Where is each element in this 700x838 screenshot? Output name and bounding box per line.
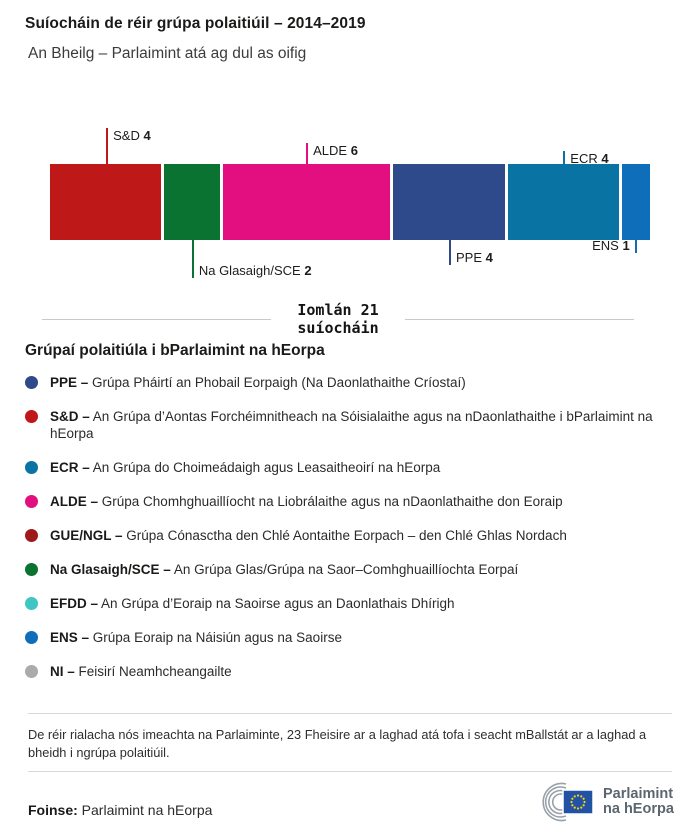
legend-desc: An Grúpa Glas/Grúpa na Saor–Comhghuaillí…	[173, 562, 519, 577]
bar-segment-ppe	[393, 164, 505, 240]
eu-flag-stars	[570, 794, 586, 810]
legend-color-dot	[25, 529, 38, 542]
page-title: Suíocháin de réir grúpa polaitiúil – 201…	[25, 15, 366, 32]
ep-logo-text-line1: Parlaimint	[603, 785, 674, 802]
total-label-line1: Iomlán 21	[297, 301, 379, 319]
footer-divider-top	[28, 713, 672, 714]
ep-logo-text: Parlaimint na hEorpa	[603, 785, 674, 818]
legend-label: GUE/NGL – Grúpa Cónasctha den Chlé Aonta…	[50, 527, 662, 544]
legend-color-dot	[25, 461, 38, 474]
bar-segment-ens	[622, 164, 650, 240]
bar-segment-na-glasaigh-sce	[164, 164, 221, 240]
callout-layer: S&D 4 Na Glasaigh/SCE 2 ALDE 6 PPE 4 ECR 4 EN…	[50, 125, 650, 285]
total-row: Iomlán 21 suíocháin	[42, 301, 634, 337]
seat-chart: S&D 4 Na Glasaigh/SCE 2 ALDE 6 PPE 4 ECR 4 EN…	[50, 125, 650, 285]
legend-item: S&D – An Grúpa d’Aontas Forchéimnitheach…	[25, 408, 673, 442]
legend-label: NI – Feisirí Neamhcheangailte	[50, 663, 662, 680]
bar-segment-ecr	[507, 164, 620, 240]
callout-label: ALDE 6	[313, 143, 358, 158]
legend-desc: An Grúpa d’Eoraip na Saoirse agus an Dao…	[101, 596, 455, 611]
legend-label: ENS – Grúpa Eoraip na Náisiún agus na Sa…	[50, 629, 662, 646]
footer-divider-bottom	[28, 771, 672, 772]
legend-color-dot	[25, 495, 38, 508]
bar-segment-alde	[223, 164, 391, 240]
legend-abbr: EFDD –	[50, 596, 99, 611]
legend-abbr: S&D –	[50, 409, 90, 424]
seat-bar	[50, 164, 650, 240]
legend-abbr: NI –	[50, 664, 75, 679]
callout-tick	[306, 143, 309, 164]
eu-flag-icon	[562, 789, 594, 815]
legend-label: ALDE – Grúpa Chomhghuaillíocht na Liobrá…	[50, 493, 662, 510]
legend-color-dot	[25, 563, 38, 576]
bar-segment-s-d	[50, 164, 162, 240]
legend-color-dot	[25, 665, 38, 678]
callout-label: PPE 4	[455, 250, 493, 265]
footnote-text: De réir rialacha nós imeachta na Parlaim…	[28, 727, 647, 760]
legend-label: ECR – An Grúpa do Choimeádaigh agus Leas…	[50, 459, 662, 476]
source-value: Parlaimint na hEorpa	[77, 802, 213, 818]
legend-label: S&D – An Grúpa d’Aontas Forchéimnitheach…	[50, 408, 662, 442]
legend-desc: Grúpa Eoraip na Náisiún agus na Saoirse	[92, 630, 342, 645]
divider-line-left	[42, 318, 272, 320]
legend-item: ENS – Grúpa Eoraip na Náisiún agus na Sa…	[25, 629, 673, 646]
legend-desc: Grúpa Cónasctha den Chlé Aontaithe Eorpa…	[126, 528, 567, 543]
legend-color-dot	[25, 597, 38, 610]
legend-label: PPE – Grúpa Pháirtí an Phobail Eorpaigh …	[50, 374, 662, 391]
legend-label: EFDD – An Grúpa d’Eoraip na Saoirse agus…	[50, 595, 662, 612]
legend-abbr: ALDE –	[50, 494, 99, 509]
legend-item: ALDE – Grúpa Chomhghuaillíocht na Liobrá…	[25, 493, 673, 510]
legend-abbr: PPE –	[50, 375, 89, 390]
legend-color-dot	[25, 631, 38, 644]
ep-logo-text-line2: na hEorpa	[603, 801, 674, 817]
divider-line-right	[404, 318, 634, 320]
legend-abbr: GUE/NGL –	[50, 528, 123, 543]
total-label-line2: suíocháin	[297, 319, 379, 337]
hemicycle-eu-flag-icon	[542, 782, 594, 822]
callout-tick	[634, 240, 637, 253]
page-subtitle: An Bheilg – Parlaimint atá ag dul as oif…	[28, 45, 307, 62]
legend-item: Na Glasaigh/SCE – An Grúpa Glas/Grúpa na…	[25, 561, 673, 578]
legend-list: PPE – Grúpa Pháirtí an Phobail Eorpaigh …	[25, 374, 673, 697]
legend-desc: Grúpa Chomhghuaillíocht na Liobrálaithe …	[101, 494, 563, 509]
legend-desc: Feisirí Neamhcheangailte	[78, 664, 232, 679]
legend-abbr: ENS –	[50, 630, 90, 645]
legend-color-dot	[25, 376, 38, 389]
callout-label: ECR 4	[570, 151, 609, 166]
legend-item: NI – Feisirí Neamhcheangailte	[25, 663, 673, 680]
callout-label: Na Glasaigh/SCE 2	[198, 263, 312, 278]
legend-desc: An Grúpa do Choimeádaigh agus Leasaitheo…	[92, 460, 441, 475]
callout-tick	[106, 128, 109, 164]
callout-tick	[448, 240, 451, 265]
legend-item: GUE/NGL – Grúpa Cónasctha den Chlé Aonta…	[25, 527, 673, 544]
legend-abbr: Na Glasaigh/SCE –	[50, 562, 171, 577]
legend-color-dot	[25, 410, 38, 423]
callout-label: ENS 1	[592, 238, 630, 253]
callout-tick	[563, 151, 566, 164]
total-label: Iomlán 21 suíocháin	[271, 301, 404, 337]
legend-heading: Grúpaí polaitiúla i bParlaimint na hEorp…	[25, 342, 325, 359]
legend-desc: Grúpa Pháirtí an Phobail Eorpaigh (Na Da…	[92, 375, 466, 390]
callout-label: S&D 4	[113, 128, 151, 143]
legend-item: PPE – Grúpa Pháirtí an Phobail Eorpaigh …	[25, 374, 673, 391]
legend-label: Na Glasaigh/SCE – An Grúpa Glas/Grúpa na…	[50, 561, 662, 578]
source-line: Foinse: Parlaimint na hEorpa	[28, 802, 212, 818]
legend-item: ECR – An Grúpa do Choimeádaigh agus Leas…	[25, 459, 673, 476]
legend-abbr: ECR –	[50, 460, 90, 475]
legend-item: EFDD – An Grúpa d’Eoraip na Saoirse agus…	[25, 595, 673, 612]
source-label: Foinse:	[28, 802, 78, 818]
ep-logo: Parlaimint na hEorpa	[530, 781, 674, 823]
legend-desc: An Grúpa d’Aontas Forchéimnitheach na Só…	[50, 409, 653, 441]
callout-tick	[191, 240, 194, 278]
